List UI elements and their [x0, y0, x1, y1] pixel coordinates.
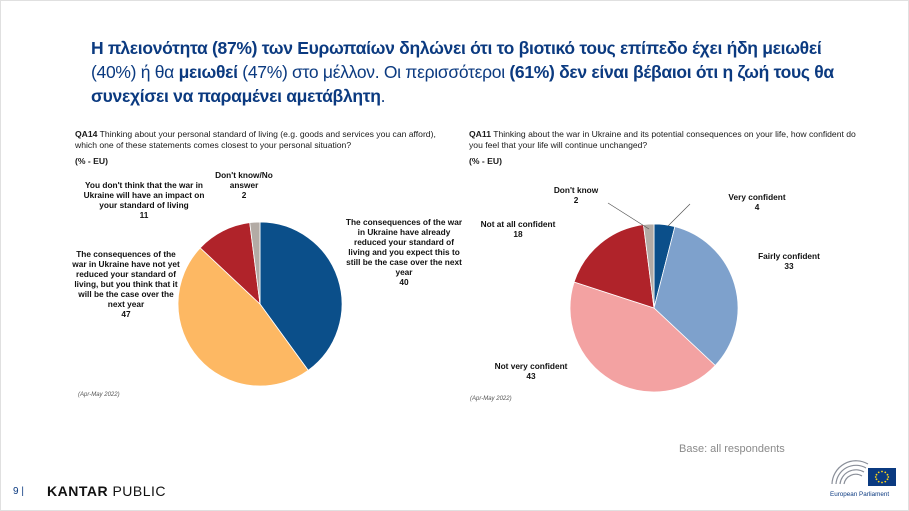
right-question-text: Thinking about the war in Ukraine and it…	[469, 129, 856, 150]
kantar-public-logo: KANTAR PUBLIC	[47, 483, 166, 499]
left-label-not-yet-reduced-text: The consequences of the war in Ukraine h…	[72, 249, 180, 309]
title-part-3: μειωθεί	[178, 62, 238, 82]
left-label-dont-know-text: Don't know/No answer	[215, 170, 273, 190]
title-part-6: .	[380, 86, 386, 106]
left-label-already-reduced-text: The consequences of the war in Ukraine h…	[345, 217, 463, 277]
right-label-fairly-confident: Fairly confident 33	[742, 251, 836, 271]
left-source-date: (Apr-May 2022)	[78, 392, 120, 398]
left-value-not-yet-reduced: 47	[121, 309, 131, 319]
kantar-logo-bold: KANTAR	[47, 483, 109, 499]
right-label-dont-know-text: Don't know	[553, 185, 599, 195]
left-label-no-impact-text: You don't think that the war in Ukraine …	[83, 180, 205, 210]
base-note: Base: all respondents	[679, 443, 785, 455]
left-value-already-reduced: 40	[399, 277, 409, 287]
right-label-fairly-confident-text: Fairly confident	[758, 251, 820, 261]
right-label-not-at-all-confident-text: Not at all confident	[480, 219, 556, 229]
left-label-already-reduced: The consequences of the war in Ukraine h…	[345, 217, 463, 287]
right-value-not-very-confident: 43	[526, 371, 536, 381]
right-label-very-confident-text: Very confident	[728, 192, 786, 202]
leader-line-very-confident	[667, 203, 691, 227]
left-label-not-yet-reduced: The consequences of the war in Ukraine h…	[70, 249, 182, 319]
title-part-1: Η πλειονότητα (87%) των Ευρωπαίων δηλώνε…	[91, 38, 822, 58]
right-value-dont-know: 2	[573, 195, 579, 205]
right-pie-slice-4	[643, 223, 655, 309]
kantar-logo-light: PUBLIC	[108, 483, 167, 499]
left-pie-slice-1	[177, 247, 309, 387]
title-part-5: (61%) δεν είναι βέβαιοι ότι η ζωή τους θ…	[91, 62, 834, 106]
left-pie-slice-3	[249, 221, 261, 305]
right-value-very-confident: 4	[754, 202, 760, 212]
left-label-dont-know: Don't know/No answer 2	[210, 170, 278, 200]
right-pie-chart	[569, 223, 739, 393]
title-part-2: (40%) ή θα	[91, 62, 174, 82]
left-question-text: Thinking about your personal standard of…	[75, 129, 436, 150]
left-pie-slice-0	[259, 221, 343, 371]
left-question-code: QA14	[75, 129, 98, 139]
right-unit: (% - EU)	[469, 156, 502, 166]
right-label-not-at-all-confident: Not at all confident 18	[463, 219, 573, 239]
right-value-fairly-confident: 33	[784, 261, 794, 271]
right-label-dont-know: Don't know 2	[537, 185, 615, 205]
title-part-4: (47%) στο μέλλον. Οι περισσότεροι	[237, 62, 510, 82]
right-question-code: QA11	[469, 129, 491, 139]
right-label-not-very-confident-text: Not very confident	[494, 361, 568, 371]
left-question: QA14 Thinking about your personal standa…	[75, 129, 460, 151]
left-label-no-impact: You don't think that the war in Ukraine …	[80, 180, 208, 220]
right-question: QA11 Thinking about the war in Ukraine a…	[469, 129, 869, 151]
eu-stars	[874, 470, 890, 484]
leader-line-dont-know	[607, 202, 650, 230]
slide-title: Η πλειονότητα (87%) των Ευρωπαίων δηλώνε…	[91, 36, 836, 108]
european-parliament-label: European Parliament	[830, 491, 890, 498]
left-pie-chart	[177, 221, 343, 387]
left-unit: (% - EU)	[75, 156, 108, 166]
right-label-not-very-confident: Not very confident 43	[478, 361, 584, 381]
right-source-date: (Apr-May 2022)	[470, 396, 512, 402]
right-pie-slice-3	[573, 224, 655, 309]
eu-flag-icon	[868, 468, 896, 486]
european-parliament-logo	[831, 460, 896, 486]
right-label-very-confident: Very confident 4	[712, 192, 802, 212]
page-number: 9 |	[13, 486, 24, 497]
right-pie-slice-1	[653, 226, 739, 367]
left-value-dont-know: 2	[241, 190, 247, 200]
right-pie-slice-2	[569, 281, 716, 393]
right-value-not-at-all-confident: 18	[513, 229, 523, 239]
hemicycle-icon	[831, 460, 869, 485]
left-value-no-impact: 11	[139, 210, 149, 220]
